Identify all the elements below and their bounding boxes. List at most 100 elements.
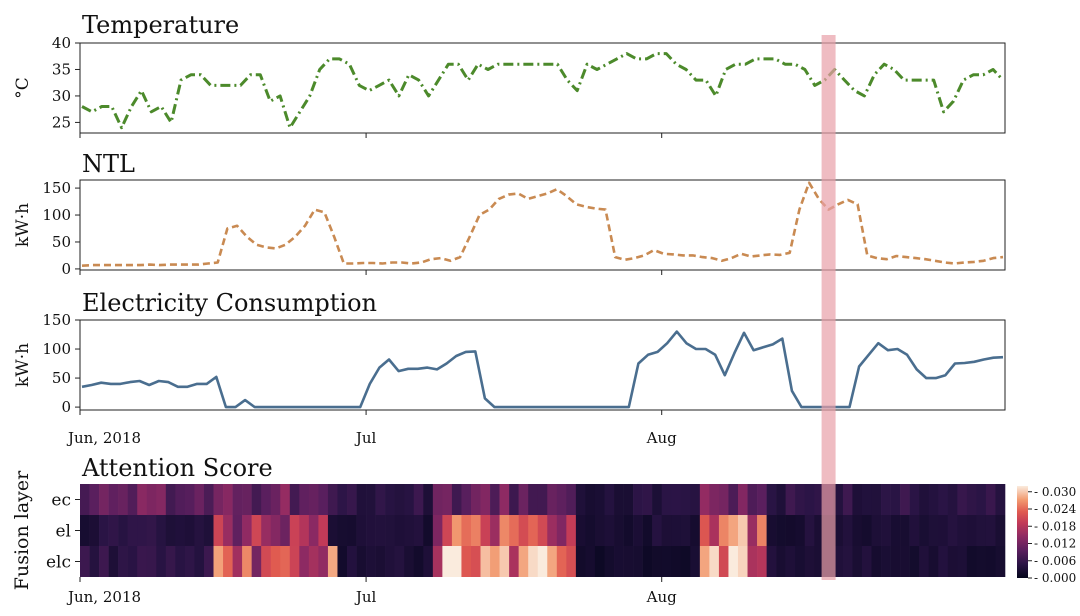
heatmap-cell	[404, 515, 415, 546]
heatmap-cell	[289, 546, 300, 577]
heatmap-cell	[842, 515, 853, 546]
heatmap-cell	[175, 546, 186, 577]
heatmap-cell	[757, 546, 767, 577]
heatmap-cell	[947, 484, 958, 515]
y-tick-label: 30	[52, 87, 71, 105]
row-label: ec	[51, 491, 71, 511]
heatmap-cell	[747, 515, 758, 546]
x-tick-label: Aug	[646, 588, 677, 606]
series-line	[81, 181, 1004, 267]
heatmap-cell	[814, 546, 825, 577]
heatmap-cell	[728, 515, 739, 546]
heatmap-cell	[995, 515, 1006, 546]
heatmap-cell	[480, 515, 491, 546]
heatmap-cell	[928, 546, 939, 577]
heatmap-cell	[757, 515, 767, 546]
heatmap-cell	[480, 484, 491, 515]
heatmap-cell	[642, 546, 653, 577]
heatmap-cell	[747, 546, 758, 577]
heatmap-cell	[127, 546, 138, 577]
heatmap-cell	[432, 484, 443, 515]
heatmap-cell	[518, 484, 529, 515]
heatmap-cell	[261, 515, 272, 546]
heatmap-cell	[938, 515, 949, 546]
heatmap-cell	[404, 484, 415, 515]
heatmap-cell	[327, 515, 338, 546]
heatmap-cell	[966, 515, 977, 546]
y-axis-label: °C	[13, 77, 33, 99]
heatmap-cell	[509, 484, 519, 515]
heatmap-cell	[680, 546, 691, 577]
heatmap-cell	[671, 546, 682, 577]
heatmap-cell	[251, 515, 262, 546]
heatmap-cell	[270, 484, 281, 515]
heatmap-cell	[308, 515, 319, 546]
heatmap-cell	[766, 546, 777, 577]
y-tick-label: 50	[52, 233, 71, 251]
heatmap-cell	[184, 484, 195, 515]
heatmap-cell	[737, 484, 748, 515]
heatmap-cell	[976, 515, 987, 546]
heatmap-cell	[537, 484, 548, 515]
heatmap-cell	[337, 484, 348, 515]
heatmap-cell	[242, 515, 252, 546]
colorbar-tick-label: - 0.030	[1034, 485, 1076, 499]
heatmap-cell	[585, 546, 596, 577]
colorbar-tick-label: - 0.000	[1034, 571, 1076, 585]
heatmap-cell	[213, 546, 224, 577]
heatmap-cell	[490, 546, 500, 577]
heatmap-cell	[842, 546, 853, 577]
heatmap-cell	[432, 515, 443, 546]
heatmap-cell	[146, 515, 157, 546]
y-tick-label: 0	[61, 398, 71, 416]
heatmap-cell	[423, 546, 434, 577]
heatmap-cell	[556, 515, 567, 546]
heatmap-cell	[547, 515, 558, 546]
heatmap-cell	[690, 546, 701, 577]
y-tick-label: 50	[52, 369, 71, 387]
heatmap-cell	[423, 515, 434, 546]
heatmap-cell	[556, 546, 567, 577]
heatmap-cell	[604, 546, 615, 577]
heatmap-cell	[299, 546, 310, 577]
heatmap-cell	[280, 484, 291, 515]
heatmap-cell	[451, 515, 462, 546]
heatmap-cell	[690, 515, 701, 546]
highlight-overlay	[821, 35, 836, 580]
heatmap-cell	[776, 484, 786, 515]
heatmap-cell	[480, 546, 491, 577]
heatmap-cell	[509, 515, 519, 546]
heatmap-cell	[261, 484, 272, 515]
heatmap-cell	[985, 515, 996, 546]
heatmap-cell	[852, 484, 863, 515]
y-axis-label: Fusion layer	[11, 470, 33, 590]
heatmap-cell	[385, 484, 395, 515]
heatmap-cell	[194, 484, 205, 515]
heatmap-cell	[280, 515, 291, 546]
heatmap-cell	[995, 484, 1006, 515]
heatmap-cell	[251, 484, 262, 515]
heatmap-cell	[680, 515, 691, 546]
heatmap-cell	[470, 546, 481, 577]
heatmap-cell	[366, 546, 376, 577]
heatmap-cell	[442, 546, 453, 577]
heatmap-cell	[308, 484, 319, 515]
heatmap-cell	[776, 515, 786, 546]
heatmap-cell	[442, 515, 453, 546]
heatmap-cell	[375, 484, 386, 515]
heatmap-cell	[394, 546, 405, 577]
heatmap-cell	[766, 484, 777, 515]
heatmap-cell	[118, 546, 128, 577]
heatmap-cell	[604, 484, 615, 515]
heatmap-cell	[909, 546, 920, 577]
heatmap-cell	[919, 515, 930, 546]
heatmap-cell	[795, 546, 806, 577]
heatmap-cell	[575, 515, 586, 546]
heatmap-cell	[709, 484, 720, 515]
ntl-panel: NTL 0 50 100 150 kW·h	[13, 150, 1006, 278]
heatmap-cell	[528, 515, 539, 546]
heatmap-cell	[184, 515, 195, 546]
heatmap-cell	[623, 515, 634, 546]
heatmap-cell	[566, 546, 577, 577]
